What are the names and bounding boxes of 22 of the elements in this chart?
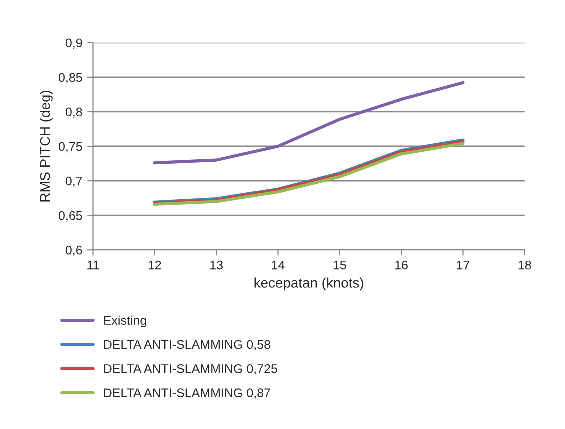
line-series [153, 81, 465, 165]
y-tick-label: 0,7 [66, 176, 82, 188]
legend-label: DELTA ANTI-SLAMMING 0,87 [104, 388, 270, 399]
y-axis-title: RMS PITCH (deg) [40, 91, 53, 202]
x-tick-label: 13 [210, 260, 223, 270]
x-tick-label: 16 [396, 260, 408, 270]
y-tick-label: 0,8 [66, 108, 82, 118]
y-tick-label: 0,85 [58, 73, 82, 84]
x-axis-title: kecepatan (knots) [254, 278, 364, 291]
y-tick-label: 0,75 [58, 142, 82, 153]
x-tick-label: 11 [88, 260, 100, 270]
legend-label: DELTA ANTI-SLAMMING 0,725 [104, 364, 278, 375]
x-tick-label: 15 [334, 260, 346, 270]
legend-label: Existing [104, 316, 146, 328]
x-tick-label: 17 [457, 260, 470, 270]
y-tick-label: 0,9 [66, 38, 82, 50]
x-tick-label: 14 [272, 260, 285, 270]
y-tick-label: 0,65 [58, 211, 82, 222]
y-tick-label: 0,6 [66, 246, 82, 256]
x-tick-label: 12 [148, 260, 162, 270]
legend-label: DELTA ANTI-SLAMMING 0,58 [104, 340, 270, 351]
x-tick-label: 18 [518, 260, 532, 270]
